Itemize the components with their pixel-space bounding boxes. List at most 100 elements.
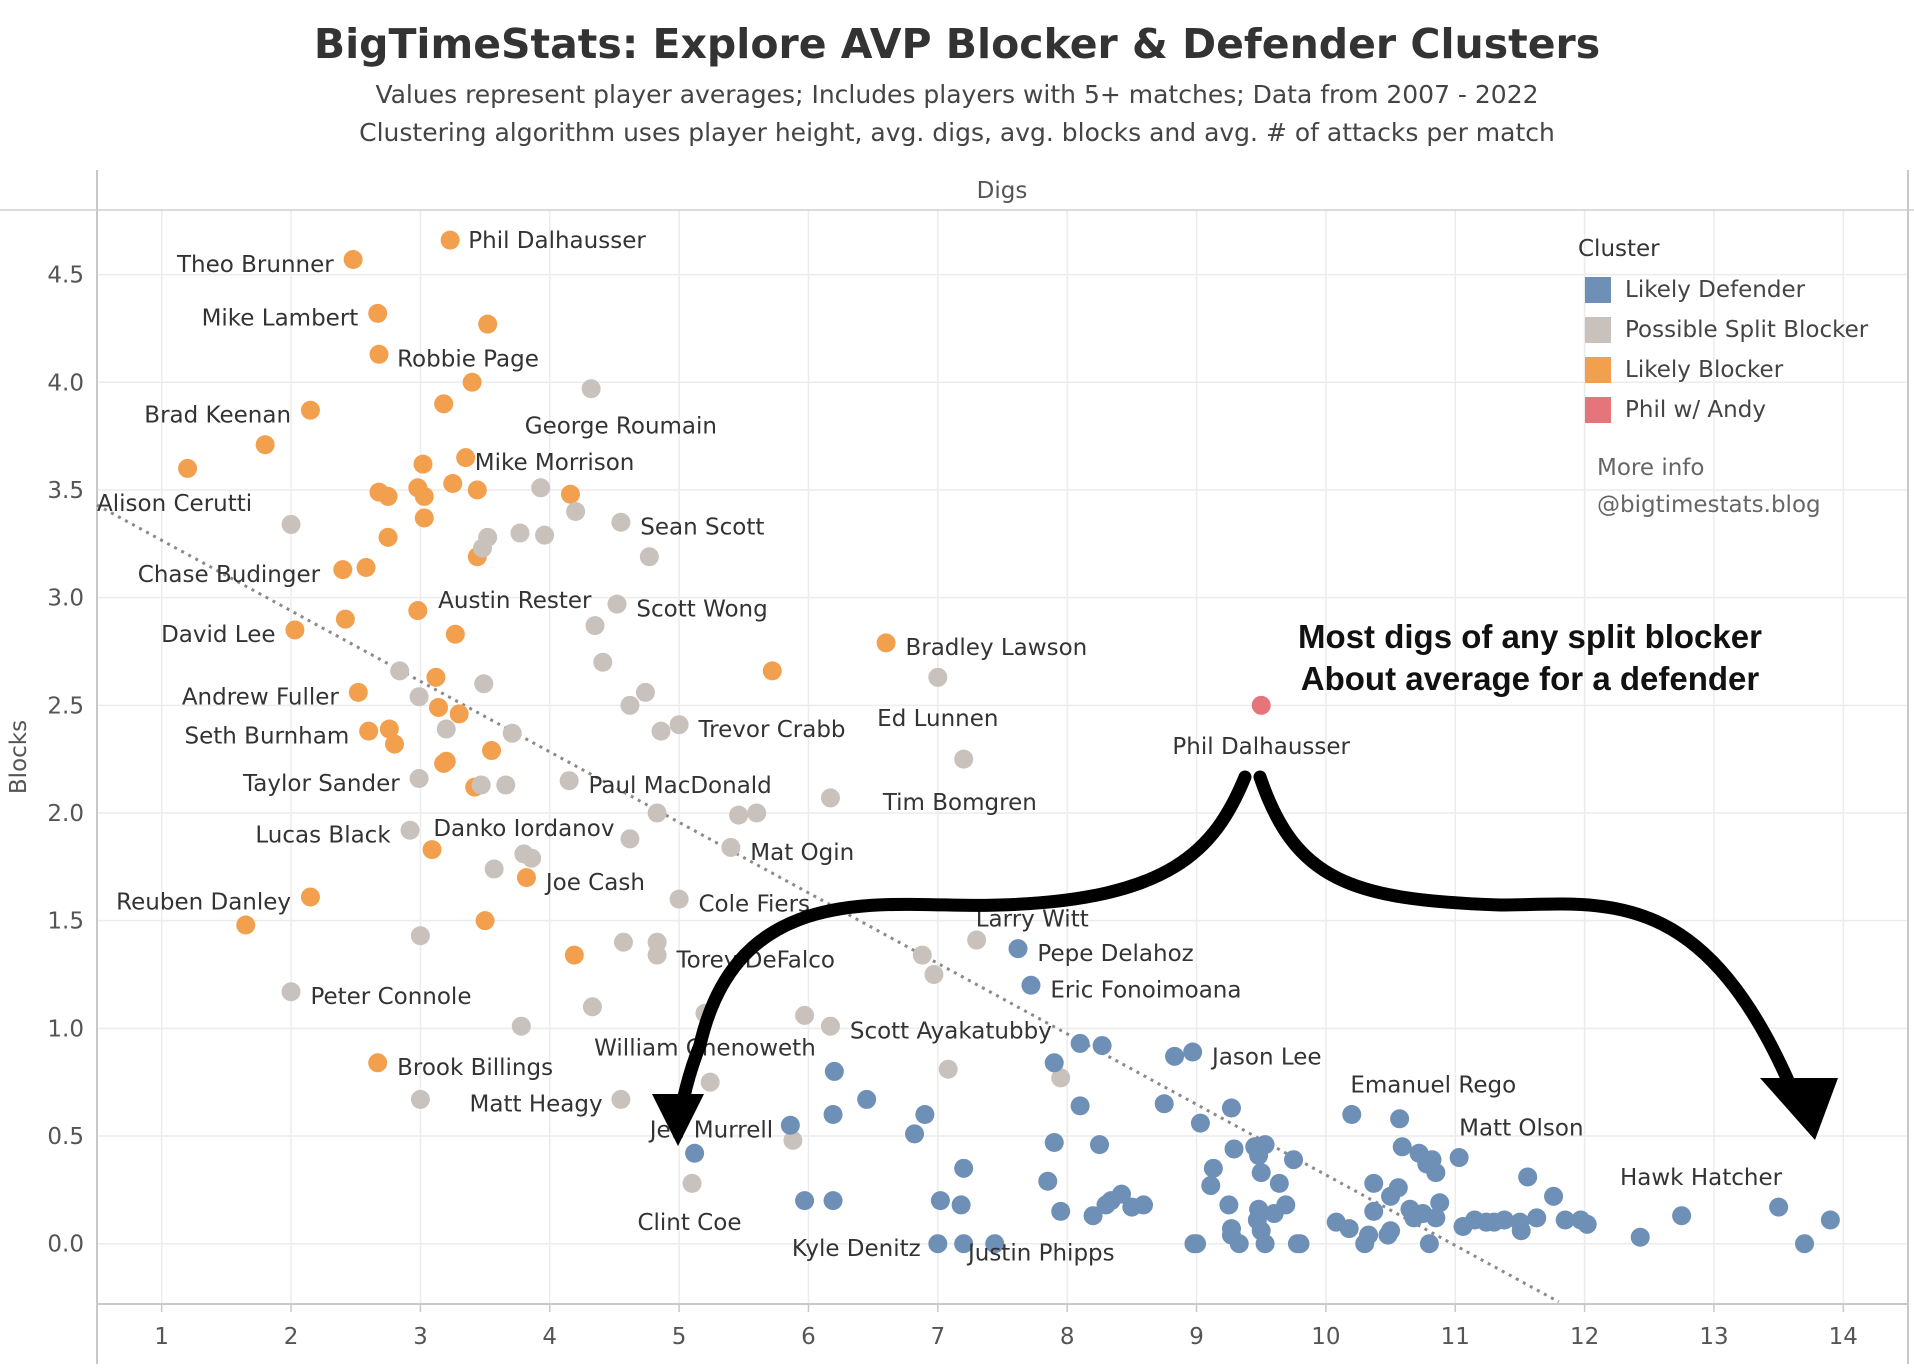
point-possible-split-blocker[interactable]	[511, 1016, 531, 1036]
legend-item-likely-defender[interactable]: Likely Defender	[1585, 275, 1805, 305]
point-likely-defender[interactable]	[685, 1143, 705, 1163]
point-likely-defender[interactable]	[1044, 1132, 1064, 1152]
point-possible-split-blocker[interactable]	[484, 859, 504, 879]
point-likely-blocker[interactable]	[426, 667, 446, 687]
point-likely-blocker[interactable]	[300, 887, 320, 907]
point-likely-defender[interactable]	[1190, 1113, 1210, 1133]
point-likely-defender[interactable]	[1555, 1210, 1575, 1230]
point-possible-split-blocker[interactable]	[593, 652, 613, 672]
point-likely-defender[interactable]	[1183, 1042, 1203, 1062]
point-likely-defender[interactable]	[823, 1191, 843, 1211]
point-likely-blocker[interactable]	[378, 527, 398, 547]
point-likely-defender[interactable]	[1249, 1145, 1269, 1165]
point-likely-defender[interactable]	[1284, 1150, 1304, 1170]
point-possible-split-blocker[interactable]	[281, 514, 301, 534]
point-likely-defender[interactable]	[1255, 1234, 1275, 1254]
point-likely-defender[interactable]	[951, 1195, 971, 1215]
point-likely-defender[interactable]	[1044, 1053, 1064, 1073]
point-likely-defender[interactable]	[1426, 1208, 1446, 1228]
point-possible-split-blocker[interactable]	[647, 945, 667, 965]
point-likely-blocker[interactable]	[348, 682, 368, 702]
point-likely-defender[interactable]	[1090, 1135, 1110, 1155]
point-possible-split-blocker[interactable]	[390, 661, 410, 681]
point-likely-defender[interactable]	[928, 1234, 948, 1254]
point-possible-split-blocker[interactable]	[783, 1130, 803, 1150]
point-possible-split-blocker[interactable]	[281, 982, 301, 1002]
point-likely-defender[interactable]	[1404, 1208, 1424, 1228]
point-likely-defender[interactable]	[1630, 1227, 1650, 1247]
point-likely-defender[interactable]	[1219, 1195, 1239, 1215]
point-likely-blocker[interactable]	[449, 704, 469, 724]
point-possible-split-blocker[interactable]	[682, 1173, 702, 1193]
point-likely-defender[interactable]	[1203, 1158, 1223, 1178]
point-likely-defender[interactable]	[1083, 1206, 1103, 1226]
point-likely-defender[interactable]	[1769, 1197, 1789, 1217]
point-likely-defender[interactable]	[1154, 1094, 1174, 1114]
point-likely-defender[interactable]	[954, 1158, 974, 1178]
point-likely-defender[interactable]	[824, 1061, 844, 1081]
point-possible-split-blocker[interactable]	[436, 719, 456, 739]
point-likely-defender[interactable]	[1378, 1225, 1398, 1245]
point-likely-blocker[interactable]	[378, 486, 398, 506]
point-possible-split-blocker[interactable]	[729, 805, 749, 825]
point-likely-defender[interactable]	[1339, 1219, 1359, 1239]
point-likely-blocker[interactable]	[368, 1053, 388, 1073]
point-possible-split-blocker[interactable]	[566, 501, 586, 521]
point-likely-blocker[interactable]	[335, 609, 355, 629]
point-likely-defender[interactable]	[930, 1191, 950, 1211]
point-likely-blocker[interactable]	[333, 560, 353, 580]
point-likely-blocker[interactable]	[369, 344, 389, 364]
point-likely-defender[interactable]	[1224, 1139, 1244, 1159]
point-likely-blocker[interactable]	[414, 486, 434, 506]
point-possible-split-blocker[interactable]	[607, 594, 627, 614]
point-likely-defender[interactable]	[1518, 1167, 1538, 1187]
point-possible-split-blocker[interactable]	[954, 749, 974, 769]
point-possible-split-blocker[interactable]	[410, 926, 430, 946]
point-likely-defender[interactable]	[1165, 1046, 1185, 1066]
point-likely-defender[interactable]	[1381, 1186, 1401, 1206]
point-possible-split-blocker[interactable]	[700, 1072, 720, 1092]
point-likely-blocker[interactable]	[443, 474, 463, 493]
point-likely-blocker[interactable]	[285, 620, 305, 640]
point-likely-defender[interactable]	[1392, 1137, 1412, 1157]
point-likely-blocker[interactable]	[356, 557, 376, 577]
point-likely-blocker[interactable]	[408, 601, 428, 621]
point-likely-defender[interactable]	[1070, 1033, 1090, 1053]
point-likely-defender[interactable]	[1269, 1173, 1289, 1193]
point-possible-split-blocker[interactable]	[496, 775, 516, 795]
point-likely-blocker[interactable]	[422, 840, 442, 860]
point-likely-defender[interactable]	[1187, 1234, 1207, 1254]
point-possible-split-blocker[interactable]	[669, 889, 689, 909]
point-likely-blocker[interactable]	[560, 484, 580, 504]
point-likely-defender[interactable]	[985, 1234, 1005, 1254]
point-possible-split-blocker[interactable]	[620, 829, 640, 849]
point-likely-defender[interactable]	[1453, 1216, 1473, 1236]
point-likely-defender[interactable]	[1527, 1208, 1547, 1228]
point-likely-blocker[interactable]	[516, 868, 536, 888]
point-likely-blocker[interactable]	[467, 480, 487, 500]
point-likely-defender[interactable]	[915, 1104, 935, 1124]
point-possible-split-blocker[interactable]	[531, 478, 551, 498]
point-likely-defender[interactable]	[1021, 975, 1041, 995]
point-possible-split-blocker[interactable]	[721, 837, 741, 857]
point-likely-defender[interactable]	[1051, 1201, 1071, 1221]
legend-item-phil-w-andy[interactable]: Phil w/ Andy	[1585, 395, 1766, 425]
point-likely-defender[interactable]	[1251, 1163, 1271, 1183]
point-likely-defender[interactable]	[1449, 1148, 1469, 1168]
point-likely-blocker[interactable]	[414, 508, 434, 528]
point-possible-split-blocker[interactable]	[647, 803, 667, 823]
point-likely-defender[interactable]	[857, 1089, 877, 1109]
point-possible-split-blocker[interactable]	[410, 1089, 430, 1109]
point-possible-split-blocker[interactable]	[611, 1089, 631, 1109]
point-possible-split-blocker[interactable]	[1051, 1068, 1071, 1088]
point-possible-split-blocker[interactable]	[620, 695, 640, 715]
point-possible-split-blocker[interactable]	[559, 771, 579, 791]
point-likely-defender[interactable]	[1511, 1221, 1531, 1241]
point-likely-defender[interactable]	[1221, 1098, 1241, 1118]
point-possible-split-blocker[interactable]	[820, 788, 840, 808]
point-possible-split-blocker[interactable]	[409, 687, 429, 707]
point-likely-defender[interactable]	[1419, 1234, 1439, 1254]
point-possible-split-blocker[interactable]	[669, 715, 689, 735]
point-likely-defender[interactable]	[1426, 1163, 1446, 1183]
point-likely-blocker[interactable]	[445, 624, 465, 644]
